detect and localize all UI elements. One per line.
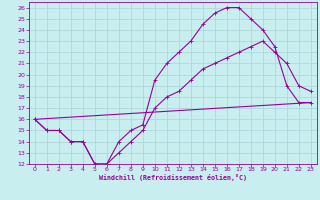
X-axis label: Windchill (Refroidissement éolien,°C): Windchill (Refroidissement éolien,°C) bbox=[99, 174, 247, 181]
